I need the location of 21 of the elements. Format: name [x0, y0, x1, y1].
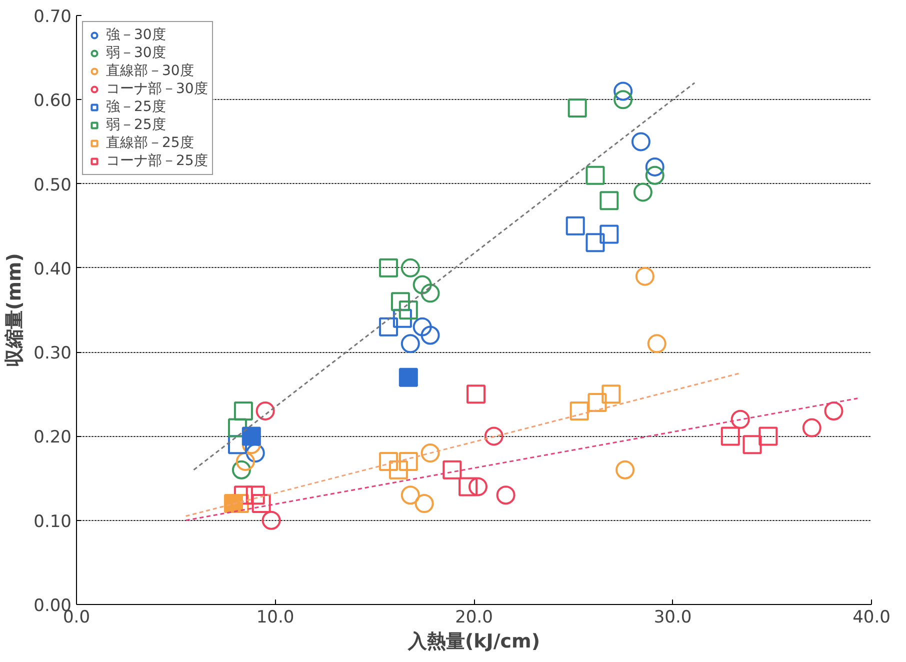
- y-tick-label: 0.10: [34, 512, 72, 532]
- y-tick-label: 0.70: [34, 7, 72, 27]
- legend-label: コーナ部－25度: [106, 152, 208, 170]
- y-tick-label: 0.20: [34, 428, 72, 448]
- y-tick-label: 0.30: [34, 344, 72, 364]
- x-tick-label: 30.0: [654, 608, 692, 628]
- y-tick-label: 0.40: [34, 259, 72, 280]
- legend-label: 弱－30度: [106, 44, 166, 62]
- legend-label: コーナ部－30度: [106, 80, 208, 98]
- legend-label: 弱－25度: [106, 116, 166, 134]
- legend-label: 直線部－25度: [106, 134, 194, 152]
- y-tick-label: 0.50: [34, 175, 72, 196]
- x-tick-label: 20.0: [455, 608, 493, 628]
- legend-label: 強－25度: [106, 98, 166, 116]
- y-tick-label: 0.60: [34, 91, 72, 112]
- x-tick-label: 10.0: [256, 608, 294, 628]
- legend-label: 直線部－30度: [106, 62, 194, 80]
- x-tick-label: 40.0: [852, 608, 890, 628]
- legend-label: 強－30度: [106, 26, 166, 44]
- x-axis-title: 入熱量(kJ/cm): [406, 630, 540, 652]
- y-axis-title: 収縮量(mm): [4, 253, 26, 367]
